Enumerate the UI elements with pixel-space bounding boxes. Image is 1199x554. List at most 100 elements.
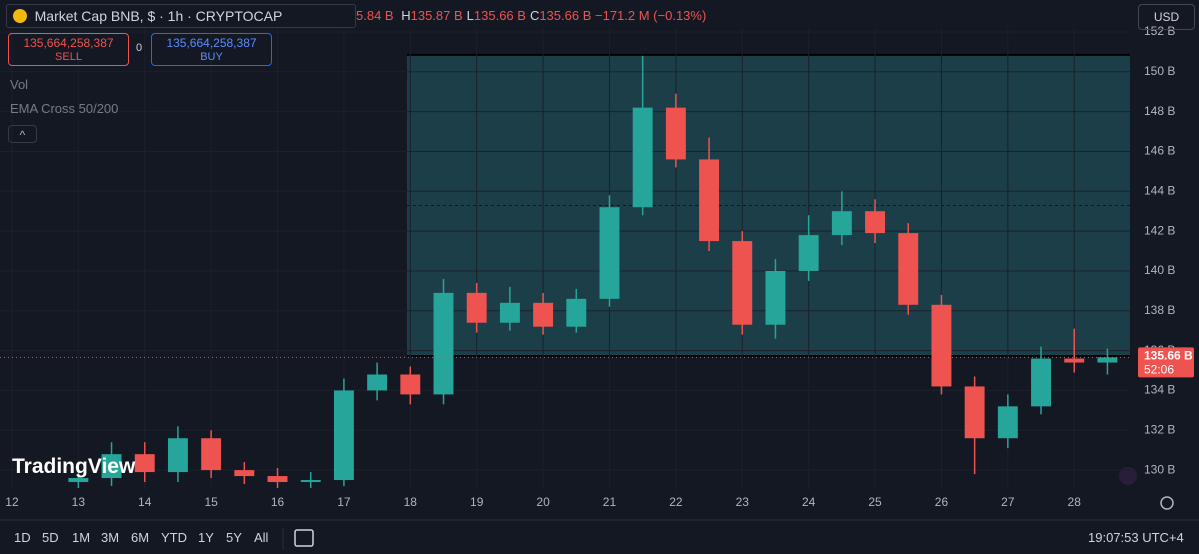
candle-body	[533, 302, 554, 327]
range-button[interactable]: 5Y	[226, 530, 242, 545]
candle-body	[101, 454, 122, 479]
open-partial: 5.84 B	[356, 8, 394, 23]
range-button[interactable]: 6M	[131, 530, 150, 545]
legend-symbol-box: Market Cap BNB, $ · 1h · CRYPTOCAP	[6, 4, 356, 28]
candle-body	[1064, 358, 1085, 363]
candle-body	[865, 211, 886, 234]
candle-body	[400, 374, 421, 395]
x-tick-label: 19	[470, 495, 484, 509]
sell-label: SELL	[55, 51, 82, 63]
y-tick-label: 140 B	[1144, 263, 1175, 277]
x-tick-label: 27	[1001, 495, 1015, 509]
x-tick-label: 21	[603, 495, 617, 509]
spread: 0	[136, 42, 143, 54]
x-tick-label: 12	[5, 495, 19, 509]
symbol-title: Market Cap BNB, $ · 1h · CRYPTOCAP	[34, 8, 283, 24]
range-button[interactable]: 1Y	[198, 530, 214, 545]
candle-body	[234, 470, 255, 477]
candle-body	[433, 292, 454, 395]
indicator-ema[interactable]: EMA Cross 50/200	[10, 101, 119, 116]
candle-body	[134, 454, 155, 473]
candle-body	[931, 304, 952, 387]
candle-body	[333, 390, 354, 481]
candle-body	[466, 292, 487, 323]
range-button[interactable]: YTD	[161, 530, 187, 545]
candle-body	[732, 241, 753, 325]
y-tick-label: 138 B	[1144, 303, 1175, 317]
x-tick-label: 24	[802, 495, 816, 509]
candle-body	[167, 438, 188, 473]
candle-body	[68, 478, 89, 483]
x-tick-label: 13	[72, 495, 86, 509]
y-tick-label: 150 B	[1144, 64, 1175, 78]
y-tick-label: 146 B	[1144, 144, 1175, 158]
candle-body	[632, 107, 653, 208]
ohlc-value: 135.66 B	[473, 8, 526, 23]
x-tick-label: 18	[404, 495, 418, 509]
candle-body	[898, 233, 919, 305]
ohlc-key: C	[529, 8, 540, 23]
candle-body	[1031, 358, 1051, 407]
sell-button[interactable]: 135,664,258,387 SELL	[8, 33, 129, 66]
ohlc-key: L	[466, 8, 474, 23]
settings-icon[interactable]	[1160, 496, 1174, 510]
y-tick-label: 130 B	[1144, 462, 1175, 476]
collapse-button[interactable]: ^	[8, 125, 37, 143]
range-button[interactable]: 3M	[101, 530, 120, 545]
y-tick-label: 134 B	[1144, 383, 1175, 397]
x-tick-label: 16	[271, 495, 285, 509]
candle-body	[765, 270, 786, 325]
logo: TradingView	[12, 455, 136, 478]
candle-body	[599, 207, 620, 299]
x-tick-label: 23	[736, 495, 750, 509]
x-tick-label: 14	[138, 495, 152, 509]
candle-body	[665, 107, 686, 160]
x-tick-label: 17	[337, 495, 351, 509]
candle-body	[831, 211, 852, 236]
candle-body	[699, 159, 720, 242]
range-button[interactable]: 5D	[42, 530, 59, 545]
x-tick-label: 20	[536, 495, 550, 509]
symbol-icon	[13, 9, 27, 23]
plot-area	[0, 28, 1130, 490]
y-tick-label: 152 B	[1144, 24, 1175, 38]
buy-price: 135,664,258,387	[166, 36, 257, 50]
y-tick-label: 132 B	[1144, 422, 1175, 436]
y-tick-label: 148 B	[1144, 104, 1175, 118]
x-tick-label: 28	[1068, 495, 1082, 509]
range-button[interactable]: 1D	[14, 530, 31, 545]
indicator-vol[interactable]: Vol	[10, 77, 29, 92]
buy-button[interactable]: 135,664,258,387 BUY	[151, 33, 272, 66]
y-tick-label: 142 B	[1144, 223, 1175, 237]
change: −171.2 M (−0.13%)	[595, 8, 707, 23]
ohlc-legend: 5.84 B H135.87 B L135.66 B C135.66 B −171.…	[356, 8, 706, 23]
flash-icon[interactable]	[1119, 467, 1137, 485]
y-tick-label: 144 B	[1144, 183, 1175, 197]
candle-body	[997, 406, 1018, 439]
candle-body	[267, 476, 288, 483]
candle-body	[367, 374, 388, 391]
clock: 19:07:53 UTC+4	[1088, 530, 1184, 545]
x-tick-label: 25	[868, 495, 882, 509]
x-tick-label: 15	[204, 495, 218, 509]
date-range-icon[interactable]	[294, 529, 314, 547]
buy-label: BUY	[200, 51, 223, 63]
ohlc-value: 135.66 B	[539, 8, 592, 23]
candle-body	[798, 235, 819, 271]
candle-body	[499, 302, 520, 323]
range-button[interactable]: 1M	[72, 530, 91, 545]
countdown-label: 52:06	[1144, 363, 1174, 377]
sell-price: 135,664,258,387	[23, 36, 114, 50]
ohlc-key: H	[401, 8, 411, 23]
ohlc-value: 135.87 B	[410, 8, 463, 23]
candle-body	[201, 438, 222, 471]
candle-body	[300, 480, 321, 483]
currency-button[interactable]: USD	[1138, 4, 1195, 30]
last-price-box	[1138, 347, 1194, 378]
last-price-label: 135.66 B	[1144, 349, 1193, 363]
range-button[interactable]: All	[254, 530, 269, 545]
candle-body	[566, 298, 587, 327]
candle-body	[1097, 357, 1118, 363]
